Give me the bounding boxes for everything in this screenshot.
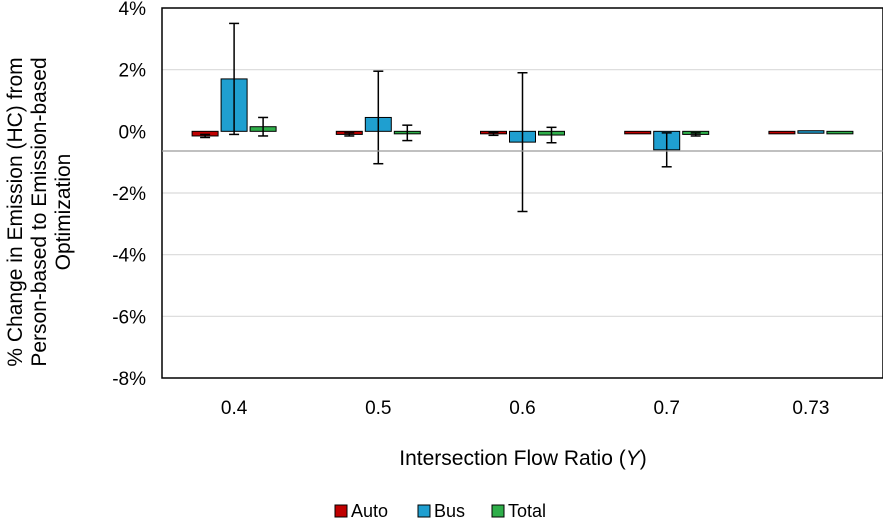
legend-label-total: Total xyxy=(508,501,546,521)
x-axis-title-variable: Y xyxy=(626,447,642,470)
y-axis-title: % Change in Emission (HC) from Person-ba… xyxy=(4,57,75,366)
x-tick-label: 0.6 xyxy=(509,398,535,419)
plot-frame xyxy=(161,7,883,379)
bars xyxy=(191,22,854,213)
y-tick-labels: 4% 2% 0% -2% -4% -6% -8% xyxy=(112,0,146,390)
legend-swatch-auto xyxy=(334,504,348,518)
y-tick-label: 0% xyxy=(119,122,147,143)
y-tick-label: 4% xyxy=(119,0,147,20)
gridlines xyxy=(162,69,883,317)
x-tick-label: 0.73 xyxy=(792,398,829,419)
y-tick-label: 2% xyxy=(119,61,147,82)
legend-swatch-bus xyxy=(417,504,431,518)
y-tick-label: -8% xyxy=(112,369,146,390)
x-tick-label: 0.5 xyxy=(365,398,391,419)
y-tick-label: -6% xyxy=(112,307,146,328)
x-axis-title-main: Intersection Flow Ratio ( xyxy=(399,447,625,470)
x-tick-label: 0.7 xyxy=(653,398,679,419)
legend-label-auto: Auto xyxy=(351,501,388,521)
x-tick-label: 0.4 xyxy=(221,398,248,419)
legend: Auto Bus Total xyxy=(334,501,546,521)
y-axis-title-line-1: % Change in Emission (HC) from xyxy=(4,57,27,366)
axes xyxy=(161,7,883,379)
y-tick-label: -2% xyxy=(112,184,146,205)
y-tick-label: -4% xyxy=(112,246,146,267)
legend-swatch-total xyxy=(491,504,505,518)
legend-label-bus: Bus xyxy=(434,501,465,521)
bar-total xyxy=(826,130,854,135)
bar-auto xyxy=(624,130,652,135)
x-axis-title-end: ) xyxy=(640,447,647,470)
bar-bus xyxy=(797,130,825,134)
x-tick-labels: 0.4 0.5 0.6 0.7 0.73 xyxy=(221,398,830,419)
y-axis-title-line-2: Person-based to Emission-based xyxy=(28,57,51,366)
x-axis-title: Intersection Flow Ratio (Y) xyxy=(399,447,646,470)
y-axis-title-line-3: Optimization xyxy=(52,154,75,271)
bar-auto xyxy=(768,130,796,135)
